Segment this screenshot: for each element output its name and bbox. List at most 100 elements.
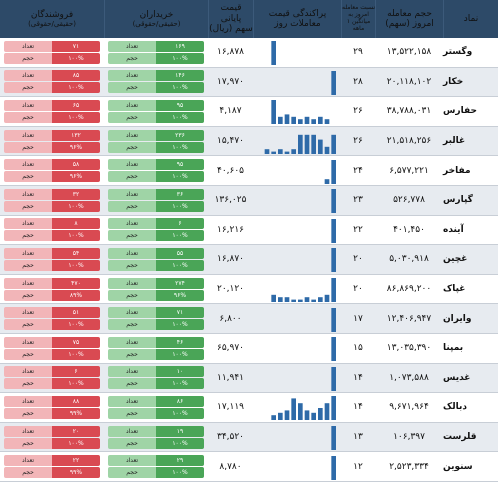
- sell-volume-label: حجم: [4, 319, 52, 331]
- sell-count: ۵۸: [52, 159, 100, 171]
- sell-volume-label: حجم: [4, 259, 52, 271]
- spread-bar: [264, 149, 270, 155]
- symbol-cell[interactable]: وگستر: [443, 47, 473, 58]
- sell-count: ۳۲: [52, 188, 100, 200]
- symbol-cell[interactable]: حفارس: [443, 106, 477, 117]
- sell-breakdown: ۵۱ تعداد ۱۰۰% حجم: [4, 307, 100, 331]
- buy-count-label: تعداد: [108, 218, 156, 230]
- buy-count-label: تعداد: [108, 99, 156, 111]
- sell-count-line: ۵۸ تعداد: [4, 159, 100, 171]
- spread-chart-svg: [324, 159, 336, 184]
- buyers-header: خریداران (حقیقی/حقوقی): [104, 0, 208, 38]
- table-row[interactable]: بمپنا ۱۳,۰۳۵,۳۹۰ ۱۵ ۶۵,۹۷۰ ۴۶ تعداد ۱۰۰% حجم ۷۵ ت…: [0, 333, 498, 364]
- sell-percent: ۱۰۰%: [52, 111, 100, 123]
- spread-chart: [253, 127, 341, 156]
- sell-volume-line: ۱۰۰% حجم: [4, 437, 100, 449]
- buy-volume-line: ۱۰۰% حجم: [108, 52, 204, 64]
- spread-bar: [311, 299, 316, 303]
- ratio-cell: ۲۳: [353, 195, 363, 206]
- sell-count-label: تعداد: [4, 159, 52, 171]
- buy-percent: ۱۰۰%: [156, 141, 204, 153]
- sell-count-label: تعداد: [4, 129, 52, 141]
- symbol-cell[interactable]: سنوین: [443, 461, 473, 472]
- sell-count-line: ۲۲ تعداد: [4, 455, 100, 467]
- volume-cell: ۱۰۶,۳۹۷: [393, 432, 425, 443]
- buy-breakdown: ۵۵ تعداد ۱۰۰% حجم: [108, 247, 204, 271]
- table-row[interactable]: غپاک ۸۶,۸۶۹,۲۰۰ ۲۰ ۲۰,۱۲۰ ۲۷۴ تعداد ۹۶% حجم ۴۷۰ ت…: [0, 274, 498, 305]
- ratio-header: نسبت معامله امروز به میانگین ۱ ماهه: [341, 0, 375, 38]
- sell-percent: ۱۰۰%: [52, 52, 100, 64]
- sell-count-line: ۳۲ تعداد: [4, 188, 100, 200]
- symbol-cell[interactable]: غدیس: [443, 372, 471, 383]
- spread-chart: [253, 393, 341, 422]
- sell-percent: ۹۶%: [52, 141, 100, 153]
- buy-breakdown: ۹۵ تعداد ۱۰۰% حجم: [108, 99, 204, 123]
- symbol-cell[interactable]: قلرست: [443, 432, 477, 443]
- spread-bar: [304, 297, 310, 303]
- sell-count-line: ۶۵ تعداد: [4, 99, 100, 111]
- spread-bar: [311, 134, 316, 155]
- table-row[interactable]: وگستر ۱۳,۵۲۲,۱۵۸ ۲۹ ۱۶,۸۷۸ ۱۶۹ تعداد ۱۰۰% حجم ۷۱…: [0, 38, 498, 68]
- table-row[interactable]: سنوین ۲,۵۲۳,۳۳۴ ۱۲ ۸,۷۸۰ ۲۹ تعداد ۱۰۰% حجم ۲۲ تعد…: [0, 452, 498, 482]
- table-row[interactable]: دبالک ۹,۶۷۱,۹۶۴ ۱۴ ۱۷,۱۱۹ ۸۶ تعداد ۱۰۰% حجم ۸۸ تع…: [0, 393, 498, 423]
- sellers-cell: ۵۴ تعداد ۱۰۰% حجم: [0, 245, 104, 274]
- buyers-cell: ۷۱ تعداد ۱۰۰% حجم: [104, 304, 208, 333]
- buy-count: ۲۹: [156, 455, 204, 467]
- table-row[interactable]: خکار ۲۰,۱۱۸,۱۰۲ ۲۸ ۱۷,۹۷۰ ۱۴۶ تعداد ۱۰۰% حجم ۸۵ ت…: [0, 67, 498, 98]
- price-header: قیمت پایانی سهم (ریال): [208, 0, 253, 38]
- volume-cell: ۸۶,۸۶۹,۲۰۰: [386, 284, 432, 295]
- spread-bar: [311, 413, 316, 421]
- buy-breakdown: ۷۱ تعداد ۱۰۰% حجم: [108, 307, 204, 331]
- table-row[interactable]: آینده ۴۰۱,۴۵۰ ۲۲ ۱۶,۲۱۶ ۶ تعداد ۱۰۰% حجم ۸ تعداد ۱…: [0, 215, 498, 246]
- table-body: وگستر ۱۳,۵۲۲,۱۵۸ ۲۹ ۱۶,۸۷۸ ۱۶۹ تعداد ۱۰۰% حجم ۷۱…: [0, 38, 498, 482]
- table-row[interactable]: غچین ۵,۰۳۰,۹۱۸ ۲۰ ۱۶,۸۷۰ ۵۵ تعداد ۱۰۰% حجم ۵۴ تعد…: [0, 245, 498, 275]
- buy-count-label: تعداد: [108, 395, 156, 407]
- buy-volume-label: حجم: [108, 348, 156, 360]
- buy-breakdown: ۱۴۶ تعداد ۱۰۰% حجم: [108, 70, 204, 94]
- symbol-cell[interactable]: خکار: [443, 76, 464, 87]
- table-row[interactable]: قلرست ۱۰۶,۳۹۷ ۱۳ ۳۴,۵۲۰ ۱۹ تعداد ۱۰۰% حجم ۲۰ تعدا…: [0, 422, 498, 453]
- table-row[interactable]: حفارس ۳۸,۷۸۸,۰۳۱ ۲۶ ۴,۱۸۷ ۹۵ تعداد ۱۰۰% حجم ۶۵ تع…: [0, 97, 498, 127]
- sell-count-line: ۵۴ تعداد: [4, 247, 100, 259]
- symbol-cell[interactable]: گپارس: [443, 195, 473, 206]
- symbol-cell[interactable]: دبالک: [443, 402, 467, 413]
- buy-percent: ۹۶%: [156, 289, 204, 301]
- table-row[interactable]: گپارس ۵۲۶,۷۷۸ ۲۳ ۱۳۶,۰۲۵ ۳۶ تعداد ۱۰۰% حجم ۳۲ تعد…: [0, 185, 498, 216]
- volume-cell: ۲۱,۵۱۸,۲۵۶: [386, 136, 432, 147]
- buy-percent: ۱۰۰%: [156, 171, 204, 183]
- sell-count-line: ۴۷۰ تعداد: [4, 277, 100, 289]
- sell-count: ۶۵: [52, 99, 100, 111]
- table-row[interactable]: غدیس ۱,۰۷۳,۵۸۸ ۱۴ ۱۱,۹۴۱ ۱۰ تعداد ۱۰۰% حجم ۶ تعدا…: [0, 363, 498, 394]
- symbol-cell[interactable]: غچین: [443, 254, 468, 265]
- spread-bar: [271, 100, 276, 125]
- spread-chart-svg: [271, 100, 330, 125]
- symbol-cell[interactable]: وایران: [443, 313, 472, 324]
- buy-count-line: ۱۰ تعداد: [108, 366, 204, 378]
- volume-cell: ۲,۵۲۳,۳۳۴: [389, 461, 429, 472]
- buy-count-line: ۲۳۶ تعداد: [108, 129, 204, 141]
- volume-cell: ۱۳,۵۲۲,۱۵۸: [386, 47, 432, 58]
- buy-count: ۱۴۶: [156, 70, 204, 82]
- table-row[interactable]: غالبر ۲۱,۵۱۸,۲۵۶ ۲۶ ۱۵,۴۷۰ ۲۳۶ تعداد ۱۰۰% حجم ۱۳…: [0, 126, 498, 157]
- sell-breakdown: ۸۵ تعداد ۱۰۰% حجم: [4, 70, 100, 94]
- sell-volume-line: ۱۰۰% حجم: [4, 200, 100, 212]
- sell-breakdown: ۸۸ تعداد ۹۹% حجم: [4, 395, 100, 419]
- table-row[interactable]: وایران ۱۲,۴۰۶,۹۴۷ ۱۷ ۶,۸۰۰ ۷۱ تعداد ۱۰۰% حجم ۵۱ ت…: [0, 304, 498, 334]
- symbol-cell[interactable]: آینده: [443, 224, 464, 235]
- buy-volume-line: ۱۰۰% حجم: [108, 141, 204, 153]
- sell-count: ۲۰: [52, 425, 100, 437]
- table-row[interactable]: مفاخر ۶,۵۷۷,۲۲۱ ۲۴ ۴۰,۶۰۵ ۹۵ تعداد ۱۰۰% حجم ۵۸ تع…: [0, 156, 498, 186]
- buy-count: ۴۶: [156, 336, 204, 348]
- spread-bar: [284, 151, 290, 155]
- sell-percent: ۱۰۰%: [52, 82, 100, 94]
- symbol-cell[interactable]: مفاخر: [443, 165, 471, 176]
- spread-bar: [331, 396, 336, 421]
- sell-count-label: تعداد: [4, 425, 52, 437]
- symbol-cell[interactable]: بمپنا: [443, 343, 464, 354]
- spread-bar: [331, 134, 336, 155]
- symbol-cell[interactable]: غپاک: [443, 284, 466, 295]
- symbol-cell[interactable]: غالبر: [443, 136, 466, 147]
- sell-count-line: ۶ تعداد: [4, 366, 100, 378]
- buy-count-line: ۲۹ تعداد: [108, 455, 204, 467]
- spread-chart-svg: [331, 189, 336, 214]
